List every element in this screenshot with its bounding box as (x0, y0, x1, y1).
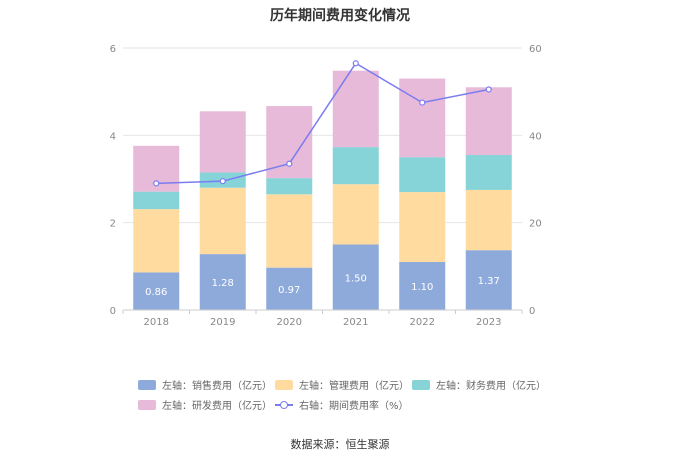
bar-segment-admin (133, 209, 180, 273)
legend-item-rnd[interactable]: 左轴：研发费用（亿元） (138, 397, 272, 412)
x-axis-tick-label: 2021 (343, 317, 368, 328)
rate-point (352, 60, 359, 67)
bar-segment-admin (332, 184, 379, 245)
bar-segment-finance (266, 178, 313, 195)
bar-segment-admin (399, 192, 446, 262)
rate-point (286, 160, 293, 167)
bar-segment-finance (133, 191, 180, 210)
x-axis-tick-label: 2020 (277, 317, 302, 328)
bar-segment-rnd (332, 70, 379, 148)
legend-swatch-finance (412, 379, 430, 390)
data-source: 数据来源：恒生聚源 (290, 438, 390, 451)
rate-point (219, 178, 226, 185)
bar-segment-sales (399, 261, 446, 310)
legend-label-admin: 左轴：管理费用（亿元） (299, 381, 409, 392)
right-axis-tick-label: 0 (529, 306, 535, 317)
right-axis-tick-label: 40 (529, 131, 542, 142)
legend-item-rate[interactable]: 右轴：期间费用率（%） (275, 397, 409, 412)
x-axis-tick-label: 2023 (476, 317, 501, 328)
bar-data-label: 1.10 (411, 282, 433, 293)
bar-segment-finance (465, 154, 512, 190)
bar-segment-admin (266, 194, 313, 268)
bar-data-label: 1.50 (345, 273, 367, 284)
rate-point (419, 99, 426, 106)
left-axis-tick-label: 0 (110, 306, 116, 317)
legend-label-sales: 左轴：销售费用（亿元） (162, 381, 272, 392)
rate-point (153, 180, 160, 187)
bar-segment-admin (199, 187, 246, 255)
bar-segment-sales (266, 267, 313, 310)
bar-segment-finance (399, 157, 446, 193)
bar-segment-sales (199, 254, 246, 310)
bar-segment-rnd (465, 87, 512, 155)
legend-label-rate: 右轴：期间费用率（%） (299, 401, 409, 412)
bar-data-label: 1.37 (478, 276, 500, 287)
x-axis-tick-label: 2022 (410, 317, 435, 328)
chart-title: 历年期间费用变化情况 (270, 8, 410, 24)
x-axis-tick-label: 2018 (144, 317, 169, 328)
legend-item-finance[interactable]: 左轴：财务费用（亿元） (412, 377, 546, 392)
bar-segment-sales (133, 272, 180, 310)
legend-label-rnd: 左轴：研发费用（亿元） (162, 401, 272, 412)
bar-segment-sales (332, 244, 379, 310)
legend-label-finance: 左轴：财务费用（亿元） (436, 381, 546, 392)
rate-line (156, 62, 489, 185)
legend-swatch-rnd (138, 399, 156, 410)
legend-item-sales[interactable]: 左轴：销售费用（亿元） (138, 377, 272, 392)
right-axis-tick-label: 60 (529, 44, 542, 55)
bar-segment-rnd (399, 78, 446, 158)
legend-swatch-rate (275, 400, 293, 410)
bar-segment-finance (332, 147, 379, 185)
bar-segment-sales (465, 250, 512, 310)
legend-swatch-admin (275, 379, 293, 390)
bar-data-label: 1.28 (212, 278, 234, 289)
bar-data-label: 0.86 (145, 287, 167, 298)
rate-point (485, 86, 492, 93)
legend-swatch-sales (138, 379, 156, 390)
left-axis-tick-label: 6 (110, 44, 116, 55)
left-axis-tick-label: 4 (110, 131, 116, 142)
bar-segment-admin (465, 189, 512, 251)
right-axis-tick-label: 20 (529, 219, 542, 230)
legend-item-admin[interactable]: 左轴：管理费用（亿元） (275, 377, 409, 392)
bar-data-label: 0.97 (278, 285, 300, 296)
x-axis-tick-label: 2019 (210, 317, 235, 328)
left-axis-tick-label: 2 (110, 219, 116, 230)
bar-segment-rnd (199, 111, 246, 173)
